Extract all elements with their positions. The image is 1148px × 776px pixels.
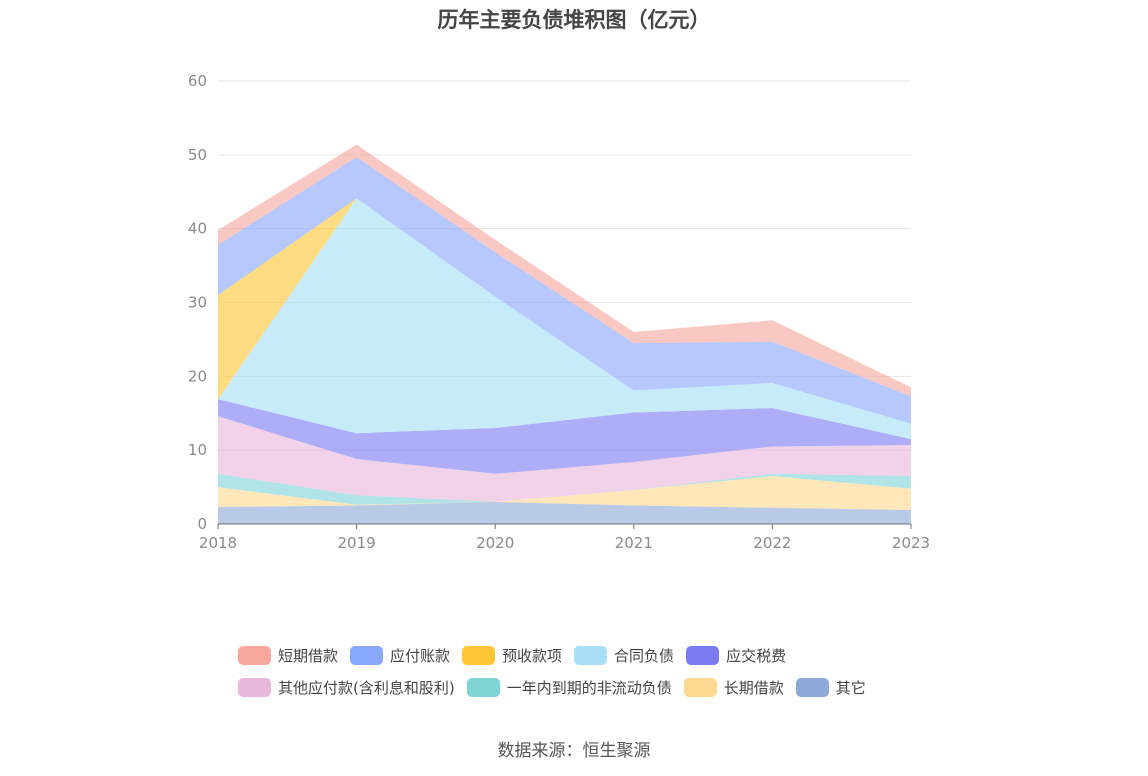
area-series-长期借款 (218, 476, 911, 510)
x-tick-label: 2019 (338, 534, 376, 552)
legend-label: 其他应付款(含利息和股利) (278, 678, 455, 697)
legend-item[interactable]: 其它 (795, 677, 866, 698)
chart-title: 历年主要负债堆积图（亿元） (437, 8, 711, 32)
legend-item[interactable]: 应付账款 (350, 645, 450, 666)
y-tick-label: 60 (188, 72, 207, 90)
area-series-其他应付款(含利息和股利) (218, 416, 911, 502)
area-series (218, 144, 911, 524)
legend-swatch (238, 677, 271, 697)
legend-row: 其他应付款(含利息和股利) 一年内到期的非流动负债 长期借款 其它 (238, 671, 938, 703)
x-tick-label: 2021 (615, 534, 653, 552)
x-tick-label: 2023 (892, 534, 930, 552)
legend-item[interactable]: 一年内到期的非流动负债 (466, 677, 672, 698)
legend-item[interactable]: 其他应付款(含利息和股利) (238, 677, 455, 698)
legend-swatch (466, 677, 500, 697)
legend-label: 合同负债 (614, 646, 675, 665)
x-tick-label: 2018 (199, 534, 237, 552)
legend: 短期借款 应付账款 预收款项 合同负债 应交税费其他应付款(含利息和股利) 一年内到期的非… (238, 639, 938, 703)
axes: 0 10 20 30 40 50 60 2018 2019 2020 2021 2022 2023 (188, 72, 930, 552)
legend-item[interactable]: 预收款项 (462, 645, 562, 666)
legend-label: 预收款项 (502, 646, 563, 665)
area-series-其它 (218, 501, 911, 524)
legend-item[interactable]: 长期借款 (683, 677, 784, 698)
legend-swatch (238, 645, 271, 665)
legend-label: 其它 (835, 678, 866, 697)
legend-label: 短期借款 (278, 646, 339, 665)
legend-swatch (462, 645, 496, 665)
legend-label: 一年内到期的非流动负债 (506, 678, 672, 697)
area-series-应交税费 (218, 399, 911, 474)
legend-item[interactable]: 合同负债 (574, 645, 674, 666)
y-tick-label: 40 (188, 220, 207, 238)
legend-item[interactable]: 应交税费 (686, 645, 786, 666)
legend-item[interactable]: 短期借款 (238, 645, 338, 666)
legend-swatch (574, 645, 608, 665)
y-tick-label: 20 (188, 367, 207, 385)
source-note: 数据来源：恒生聚源 (497, 741, 651, 761)
legend-swatch (686, 645, 720, 665)
area-series-合同负债 (218, 198, 911, 440)
legend-label: 长期借款 (723, 678, 784, 697)
x-tick-label: 2020 (476, 534, 514, 552)
legend-swatch (350, 645, 384, 665)
legend-swatch (683, 677, 717, 697)
y-tick-label: 0 (197, 515, 207, 533)
y-tick-label: 30 (188, 294, 207, 312)
area-series-短期借款 (218, 144, 911, 397)
legend-label: 应交税费 (726, 646, 787, 665)
y-tick-label: 10 (188, 441, 207, 459)
y-tick-label: 50 (188, 146, 207, 164)
legend-row: 短期借款 应付账款 预收款项 合同负债 应交税费 (238, 639, 938, 671)
area-series-应付账款 (218, 157, 911, 424)
x-tick-label: 2022 (753, 534, 791, 552)
legend-swatch (795, 677, 829, 697)
area-series-一年内到期的非流动负债 (218, 473, 911, 505)
legend-label: 应付账款 (390, 646, 451, 665)
